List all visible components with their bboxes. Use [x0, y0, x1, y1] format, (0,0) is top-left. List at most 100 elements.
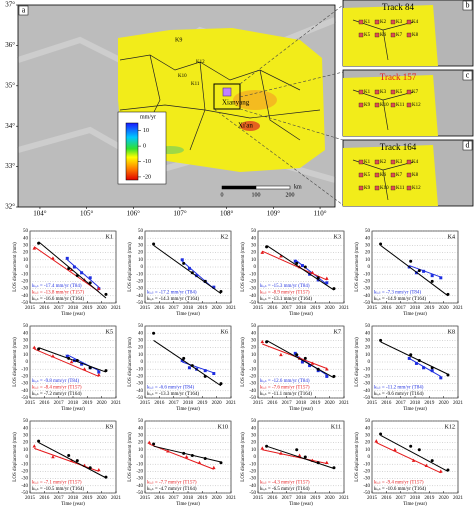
marker — [417, 269, 421, 273]
x-tick-label: 104° — [33, 210, 47, 218]
x-tick-label: 2019 — [82, 306, 93, 311]
x-tick-label: 2019 — [310, 401, 321, 406]
y-tick-label: 40 — [251, 331, 257, 336]
site-marker — [406, 172, 412, 178]
y-tick-label: -20 — [136, 375, 143, 380]
site-marker — [390, 172, 396, 178]
legend-entry: kₗₒₛ = -11.1 mm/yr (T164) — [260, 392, 312, 397]
y-tick-label: 20 — [23, 346, 29, 351]
marker — [295, 353, 299, 357]
x-tick-label: 2019 — [310, 306, 321, 311]
marker — [212, 285, 216, 289]
marker — [417, 448, 421, 452]
x-tick-label: 2017 — [54, 306, 65, 311]
y-tick-label: -40 — [136, 389, 143, 394]
y-tick-label: -40 — [363, 389, 370, 394]
y-tick-label: 0 — [141, 360, 144, 365]
x-tick-label: 2021 — [111, 306, 122, 311]
marker — [147, 440, 152, 444]
site-label: K7 — [412, 90, 419, 95]
y-tick-label: 50 — [251, 324, 257, 329]
sites — [222, 87, 232, 97]
y-tick-label: 20 — [365, 441, 371, 446]
inset-label: b — [466, 0, 470, 9]
y-tick-label: 30 — [23, 434, 29, 439]
site-label: K9 — [364, 186, 371, 191]
x-tick-label: 2021 — [226, 401, 237, 406]
scalebar-unit: km — [294, 184, 302, 190]
x-tick-label: 2020 — [97, 306, 108, 311]
marker — [303, 356, 307, 360]
site-marker — [374, 89, 380, 95]
x-tick-label: 2020 — [97, 401, 108, 406]
y-tick-label: 20 — [251, 346, 257, 351]
panel-title: K3 — [334, 234, 341, 240]
x-tick-label: 2017 — [54, 401, 65, 406]
inset-title: Track 157 — [380, 72, 417, 82]
y-axis-label: LOS displacement (mm) — [128, 432, 133, 482]
y-tick-label: 40 — [23, 331, 29, 336]
legend-entry: kₗₒₛ = -4.3 mm/yr (T157) — [260, 481, 310, 486]
x-axis-label: Time (year) — [176, 407, 200, 412]
marker — [180, 258, 184, 262]
fit-line — [409, 265, 441, 278]
fit-line — [266, 445, 335, 469]
x-tick-label: 2021 — [111, 401, 122, 406]
fit-line — [38, 241, 107, 299]
marker — [293, 259, 297, 263]
site-marker — [374, 19, 380, 25]
inset-label-box — [462, 70, 473, 81]
y-tick-label: 20 — [138, 441, 144, 446]
marker — [325, 367, 329, 371]
y-tick-label: 50 — [23, 324, 29, 329]
legend-entry: kₗₒₛ = -13.8 mm/yr (T157) — [32, 291, 84, 296]
x-tick-label: 2020 — [212, 306, 223, 311]
marker — [187, 366, 191, 370]
x-tick-label: 2017 — [169, 496, 180, 501]
site-label: K1 — [364, 160, 371, 165]
y-tick-label: -10 — [249, 462, 256, 467]
panel-title: K1 — [106, 234, 113, 240]
marker — [219, 382, 223, 386]
marker — [88, 466, 92, 470]
panel-title: K12 — [445, 424, 455, 430]
y-tick-label: -20 — [249, 375, 256, 380]
colorbar-box — [117, 111, 167, 185]
x-tick-label: 2016 — [39, 496, 50, 501]
y-tick-label: 50 — [251, 419, 257, 424]
y-tick-label: -40 — [249, 294, 256, 299]
site-label: K5 — [364, 33, 371, 38]
map-art — [17, 4, 344, 208]
inset-label: c — [466, 70, 470, 79]
y-tick-label: -10 — [363, 367, 370, 372]
x-tick-label: 2017 — [396, 496, 407, 501]
y-tick-label: 20 — [23, 441, 29, 446]
x-tick-label: 2016 — [381, 401, 392, 406]
panel-title: K2 — [221, 234, 228, 240]
x-axis-label: Time (year) — [403, 407, 427, 412]
y-tick-label: -10 — [136, 272, 143, 277]
legend-entry: kₗₒₛ = -8.9 mm/yr (T157) — [260, 291, 310, 296]
site-label: K3 — [396, 160, 403, 165]
x-tick-label: 2016 — [267, 401, 278, 406]
y-tick-label: -30 — [363, 477, 370, 482]
fit-line — [380, 341, 449, 375]
y-tick-label: 0 — [26, 455, 29, 460]
panel-title: K6 — [221, 329, 228, 335]
place-label: K12 — [196, 60, 205, 65]
y-tick-label: -50 — [136, 491, 143, 496]
marker — [409, 259, 413, 263]
marker — [97, 286, 101, 290]
marker — [67, 454, 71, 458]
fit-line — [34, 348, 99, 377]
x-tick-label: 2019 — [310, 496, 321, 501]
marker — [152, 331, 156, 335]
x-tick-label: 2015 — [140, 401, 151, 406]
y-tick-label: 10 — [138, 353, 144, 358]
legend-entry: kₗₒₛ = -14.3 mm/yr (T164) — [147, 297, 199, 302]
y-tick-label: 36° — [5, 41, 15, 49]
site-marker — [358, 89, 364, 95]
y-tick-label: 50 — [23, 419, 29, 424]
inset-title: Track 164 — [380, 142, 417, 152]
site-label: K1 — [364, 20, 371, 25]
